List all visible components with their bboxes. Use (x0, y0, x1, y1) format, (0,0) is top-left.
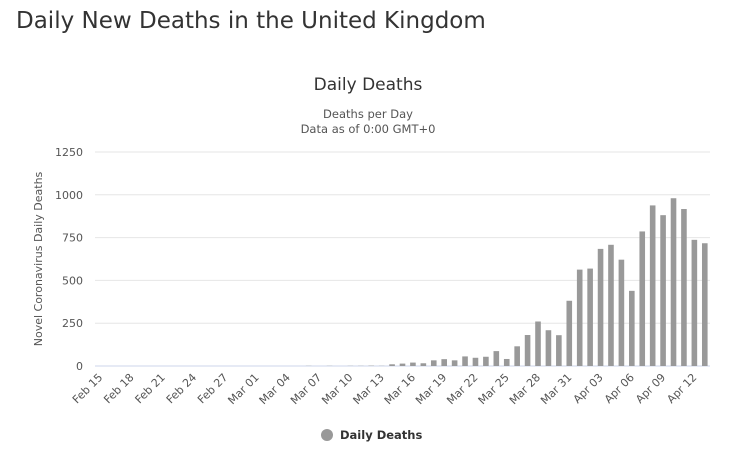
x-tick-label: Mar 25 (476, 371, 512, 407)
x-tick-label: Feb 15 (70, 371, 105, 406)
x-tick-label: Apr 09 (633, 371, 668, 406)
y-tick-label: 1000 (55, 189, 83, 202)
bar-mar-17[interactable] (420, 363, 427, 366)
bar-mar-22[interactable] (472, 357, 479, 366)
bar-mar-15[interactable] (399, 363, 406, 366)
x-tick-label: Apr 03 (571, 371, 606, 406)
x-tick-label: Apr 06 (602, 371, 637, 406)
x-tick-label: Mar 13 (351, 371, 387, 407)
x-tick-label: Mar 22 (444, 371, 480, 407)
legend-marker (321, 429, 333, 441)
bar-apr-03[interactable] (597, 248, 604, 366)
chart-subtitle-2: Data as of 0:00 GMT+0 (301, 122, 436, 136)
x-tick-label: Mar 19 (413, 371, 449, 407)
bar-mar-26[interactable] (514, 346, 520, 366)
y-tick-label: 750 (62, 232, 83, 245)
bar-apr-09[interactable] (660, 215, 666, 366)
bar-mar-31[interactable] (566, 300, 573, 366)
bar-mar-16[interactable] (410, 362, 416, 366)
x-tick-label: Mar 07 (288, 371, 324, 407)
chart-title: Daily Deaths (314, 75, 423, 95)
legend-label: Daily Deaths (340, 428, 422, 442)
bar-mar-28[interactable] (535, 321, 541, 366)
x-tick-label: Feb 21 (133, 371, 168, 406)
y-axis-label: Novel Coronavirus Daily Deaths (32, 171, 45, 346)
bar-mar-18[interactable] (430, 360, 437, 366)
y-tick-label: 500 (62, 274, 83, 287)
bar-apr-07[interactable] (639, 231, 646, 366)
y-tick-label: 1250 (55, 146, 83, 159)
x-tick-label: Feb 27 (195, 371, 230, 406)
bar-mar-20[interactable] (451, 360, 458, 366)
bar-mar-21[interactable] (462, 356, 468, 366)
bar-mar-24[interactable] (493, 351, 500, 366)
bar-apr-02[interactable] (587, 268, 593, 366)
y-tick-label: 0 (76, 360, 83, 373)
x-tick-label: Mar 10 (319, 371, 355, 407)
bar-apr-12[interactable] (691, 239, 698, 366)
page-title: Daily New Deaths in the United Kingdom (16, 8, 486, 34)
bar-mar-30[interactable] (556, 335, 562, 366)
bar-mar-14[interactable] (389, 364, 395, 366)
bar-mar-23[interactable] (483, 356, 489, 366)
bar-apr-08[interactable] (649, 205, 656, 366)
x-tick-label: Mar 04 (257, 371, 293, 407)
bar-mar-25[interactable] (503, 358, 510, 366)
x-tick-label: Mar 16 (382, 371, 418, 407)
bar-mar-29[interactable] (545, 330, 552, 366)
x-tick-label: Mar 31 (538, 371, 574, 407)
x-tick-label: Apr 12 (664, 371, 699, 406)
chart-subtitle-1: Deaths per Day (323, 107, 413, 121)
x-tick-label: Feb 24 (164, 371, 199, 406)
bar-apr-06[interactable] (629, 290, 635, 366)
bar-apr-05[interactable] (618, 259, 625, 366)
bar-apr-13[interactable] (701, 243, 708, 366)
legend[interactable]: Daily Deaths (321, 428, 422, 442)
bar-apr-10[interactable] (670, 198, 677, 366)
bar-apr-11[interactable] (681, 209, 687, 366)
y-tick-label: 250 (62, 317, 83, 330)
x-tick-label: Mar 01 (225, 371, 261, 407)
x-tick-label: Mar 28 (507, 371, 543, 407)
bar-mar-27[interactable] (524, 335, 531, 366)
bar-mar-19[interactable] (441, 359, 447, 366)
bar-apr-04[interactable] (608, 244, 614, 366)
x-tick-label: Feb 18 (101, 371, 136, 406)
bar-apr-01[interactable] (576, 269, 583, 366)
